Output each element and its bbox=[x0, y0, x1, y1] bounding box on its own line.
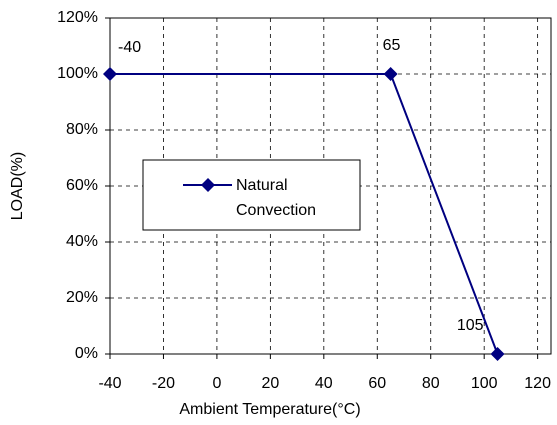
x-axis-label: Ambient Temperature(°C) bbox=[179, 401, 360, 418]
x-tick-label: 20 bbox=[261, 375, 279, 392]
point-label: 65 bbox=[383, 37, 401, 54]
y-axis-label: LOAD(%) bbox=[9, 152, 26, 220]
y-tick-label: 0% bbox=[75, 345, 98, 362]
x-tick-label: 80 bbox=[422, 375, 440, 392]
y-tick-label: 100% bbox=[57, 65, 98, 82]
data-point bbox=[103, 67, 117, 81]
point-label: -40 bbox=[118, 39, 141, 56]
legend-box bbox=[142, 159, 361, 231]
y-tick-label: 120% bbox=[57, 9, 98, 26]
x-tick-label: -40 bbox=[98, 375, 121, 392]
y-tick-label: 60% bbox=[66, 177, 98, 194]
legend-marker bbox=[201, 178, 215, 192]
x-tick-label: 100 bbox=[471, 375, 498, 392]
x-tick-label: 0 bbox=[212, 375, 221, 392]
point-label: 105 bbox=[457, 317, 484, 334]
y-tick-label: 20% bbox=[66, 289, 98, 306]
y-tick-label: 80% bbox=[66, 121, 98, 138]
plot-frame bbox=[109, 17, 552, 355]
data-point bbox=[490, 347, 505, 361]
x-tick-label: 120 bbox=[524, 375, 551, 392]
legend-label: Natural Convection bbox=[236, 177, 317, 219]
y-tick-label: 40% bbox=[66, 233, 98, 250]
x-tick-label: 40 bbox=[315, 375, 333, 392]
x-tick-label: 60 bbox=[368, 375, 386, 392]
data-point bbox=[383, 67, 398, 81]
x-tick-label: -20 bbox=[152, 375, 175, 392]
